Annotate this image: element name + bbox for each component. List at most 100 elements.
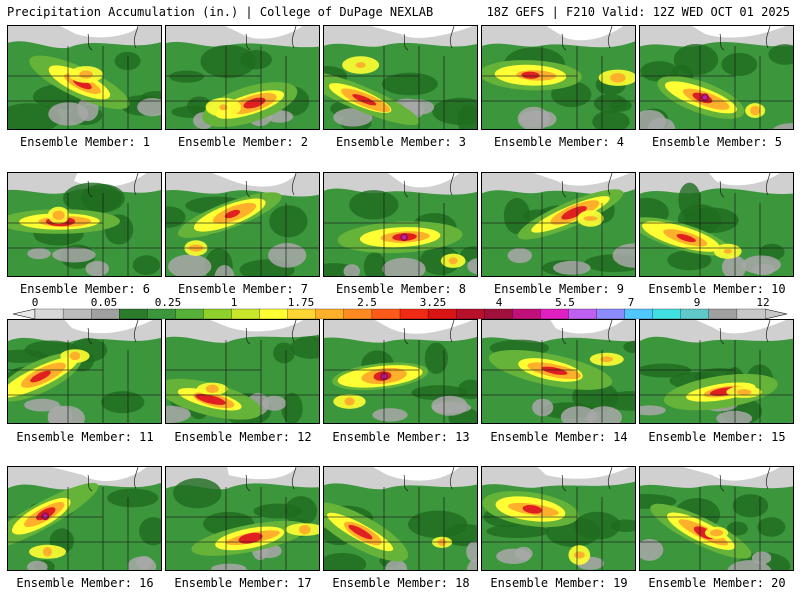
ensemble-member-map xyxy=(165,172,320,277)
ensemble-member-label: Ensemble Member: 9 xyxy=(493,282,625,296)
ensemble-member-map xyxy=(481,466,636,571)
colorbar-tick-label: 5.5 xyxy=(555,296,575,309)
ensemble-member-label: Ensemble Member: 18 xyxy=(332,576,470,590)
colorbar-tick-label: 0 xyxy=(31,296,39,309)
colorbar-swatch xyxy=(119,308,148,320)
ensemble-member-label: Ensemble Member: 13 xyxy=(332,430,470,444)
ensemble-member-map xyxy=(639,25,794,130)
precip-field xyxy=(640,320,793,423)
ensemble-member-map xyxy=(323,466,478,571)
ensemble-member-map xyxy=(481,172,636,277)
colorbar-swatch xyxy=(427,308,457,320)
precip-field xyxy=(640,26,793,129)
colorbar-tick-label: 0.05 xyxy=(90,296,118,309)
colorbar-swatch xyxy=(624,308,654,320)
colorbar-swatch xyxy=(315,308,345,320)
ensemble-member-map xyxy=(323,172,478,277)
colorbar-swatch xyxy=(540,308,570,320)
colorbar-tick-label: 2.5 xyxy=(357,296,377,309)
colorbar-swatch xyxy=(34,308,64,320)
ensemble-member-label: Ensemble Member: 14 xyxy=(490,430,628,444)
precip-field xyxy=(324,26,477,129)
ensemble-member-map xyxy=(165,319,320,424)
ensemble-member-map xyxy=(7,466,162,571)
colorbar-tick-label: 3.25 xyxy=(419,296,447,309)
colorbar-swatch xyxy=(62,308,92,320)
valid-time-label: 18Z GEFS | F210 Valid: 12Z WED OCT 01 20… xyxy=(486,5,790,19)
ensemble-member-label: Ensemble Member: 6 xyxy=(19,282,151,296)
ensemble-member-map xyxy=(7,25,162,130)
colorbar-swatch xyxy=(175,308,205,320)
colorbar-swatch xyxy=(512,308,541,320)
ensemble-member-map xyxy=(481,25,636,130)
precip-field xyxy=(482,320,635,423)
colorbar-swatches xyxy=(12,308,788,320)
colorbar-swatch xyxy=(736,308,766,320)
colorbar-max-arrow xyxy=(764,308,788,320)
colorbar-swatch xyxy=(456,308,485,320)
ensemble-member-map xyxy=(323,319,478,424)
ensemble-member-map xyxy=(323,25,478,130)
ensemble-member-label: Ensemble Member: 5 xyxy=(651,135,783,149)
ensemble-member-label: Ensemble Member: 8 xyxy=(335,282,467,296)
colorbar-swatch xyxy=(399,308,429,320)
colorbar-swatch xyxy=(708,308,738,320)
ensemble-member-label: Ensemble Member: 1 xyxy=(19,135,151,149)
colorbar-tick-label: 1.75 xyxy=(287,296,315,309)
precip-field xyxy=(166,26,319,129)
ensemble-member-label: Ensemble Member: 17 xyxy=(174,576,312,590)
ensemble-member-map xyxy=(7,172,162,277)
precip-field xyxy=(324,173,477,276)
precip-field xyxy=(482,173,635,276)
ensemble-member-label: Ensemble Member: 4 xyxy=(493,135,625,149)
colorbar-tick-label: 4 xyxy=(495,296,503,309)
colorbar-swatch xyxy=(259,308,289,320)
colorbar-tick-label: 0.25 xyxy=(154,296,182,309)
precip-field xyxy=(482,467,635,570)
ensemble-member-label: Ensemble Member: 12 xyxy=(174,430,312,444)
precip-field xyxy=(8,320,161,423)
ensemble-member-label: Ensemble Member: 10 xyxy=(648,282,786,296)
ensemble-member-label: Ensemble Member: 15 xyxy=(648,430,786,444)
colorbar-swatch xyxy=(231,308,261,320)
colorbar-tick-label: 1 xyxy=(230,296,238,309)
precip-field xyxy=(640,173,793,276)
colorbar-tick-label: 12 xyxy=(756,296,770,309)
ensemble-member-label: Ensemble Member: 19 xyxy=(490,576,628,590)
precip-field xyxy=(324,467,477,570)
precip-field xyxy=(8,173,161,276)
precip-field xyxy=(8,26,161,129)
ensemble-member-label: Ensemble Member: 3 xyxy=(335,135,467,149)
colorbar-swatch xyxy=(343,308,373,320)
ensemble-member-label: Ensemble Member: 2 xyxy=(177,135,309,149)
colorbar-swatch xyxy=(596,308,626,320)
colorbar-min-arrow xyxy=(12,308,36,320)
precip-field xyxy=(640,467,793,570)
colorbar-swatch xyxy=(287,308,317,320)
precip-field xyxy=(166,320,319,423)
ensemble-member-label: Ensemble Member: 7 xyxy=(177,282,309,296)
precip-field xyxy=(166,173,319,276)
ensemble-member-map xyxy=(7,319,162,424)
ensemble-member-label: Ensemble Member: 16 xyxy=(16,576,154,590)
colorbar-swatch xyxy=(652,308,682,320)
precip-field xyxy=(482,26,635,129)
ensemble-member-map xyxy=(481,319,636,424)
ensemble-member-map xyxy=(639,319,794,424)
colorbar-swatch xyxy=(568,308,598,320)
precip-field xyxy=(324,320,477,423)
colorbar-swatch xyxy=(91,308,120,320)
colorbar-swatch xyxy=(680,308,710,320)
ensemble-member-map xyxy=(639,172,794,277)
ensemble-member-label: Ensemble Member: 20 xyxy=(648,576,786,590)
ensemble-member-map xyxy=(639,466,794,571)
ensemble-member-label: Ensemble Member: 11 xyxy=(16,430,154,444)
colorbar-tick-label: 7 xyxy=(627,296,635,309)
precip-field xyxy=(8,467,161,570)
precip-field xyxy=(166,467,319,570)
colorbar-swatch xyxy=(484,308,513,320)
ensemble-member-map xyxy=(165,466,320,571)
colorbar-tick-label: 9 xyxy=(693,296,701,309)
ensemble-member-map xyxy=(165,25,320,130)
colorbar-swatch xyxy=(203,308,233,320)
